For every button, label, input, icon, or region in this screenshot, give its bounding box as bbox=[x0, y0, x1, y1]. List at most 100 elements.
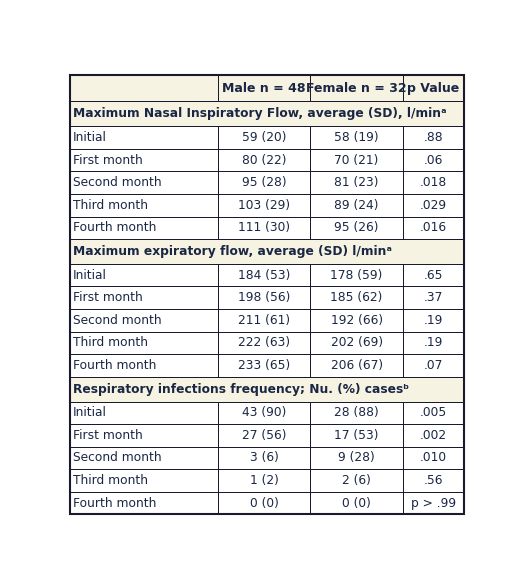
Bar bbox=[70, 75, 464, 102]
Bar bbox=[70, 194, 218, 217]
Text: 0 (0): 0 (0) bbox=[342, 496, 371, 510]
Bar bbox=[70, 102, 464, 126]
Text: 43 (90): 43 (90) bbox=[242, 406, 286, 419]
Bar bbox=[403, 171, 464, 194]
Text: 103 (29): 103 (29) bbox=[238, 199, 290, 212]
Bar bbox=[403, 149, 464, 171]
Bar bbox=[218, 492, 311, 515]
Text: 198 (56): 198 (56) bbox=[238, 291, 290, 304]
Bar bbox=[218, 171, 311, 194]
Text: 185 (62): 185 (62) bbox=[330, 291, 383, 304]
Bar bbox=[311, 149, 403, 171]
Bar bbox=[70, 447, 464, 469]
Bar bbox=[70, 264, 218, 287]
Bar bbox=[70, 239, 464, 264]
Text: 58 (19): 58 (19) bbox=[334, 131, 379, 144]
Bar bbox=[70, 377, 464, 402]
Bar bbox=[70, 264, 464, 287]
Text: 192 (66): 192 (66) bbox=[331, 314, 383, 327]
Bar bbox=[70, 239, 464, 264]
Bar bbox=[70, 149, 218, 171]
Bar bbox=[70, 332, 218, 354]
Text: 178 (59): 178 (59) bbox=[330, 269, 383, 281]
Text: First month: First month bbox=[73, 291, 143, 304]
Bar bbox=[311, 217, 403, 239]
Bar bbox=[403, 424, 464, 447]
Text: .19: .19 bbox=[424, 314, 443, 327]
Text: Respiratory infections frequency; Nu. (%) casesᵇ: Respiratory infections frequency; Nu. (%… bbox=[73, 383, 410, 395]
Text: 184 (53): 184 (53) bbox=[238, 269, 290, 281]
Text: Initial: Initial bbox=[73, 406, 107, 419]
Text: 233 (65): 233 (65) bbox=[238, 359, 290, 372]
Bar bbox=[311, 447, 403, 469]
Bar bbox=[311, 354, 403, 377]
Bar bbox=[311, 492, 403, 515]
Bar bbox=[311, 332, 403, 354]
Bar bbox=[70, 171, 464, 194]
Bar bbox=[70, 75, 218, 102]
Text: 59 (20): 59 (20) bbox=[242, 131, 287, 144]
Text: 222 (63): 222 (63) bbox=[238, 336, 290, 349]
Bar bbox=[403, 126, 464, 149]
Bar bbox=[70, 402, 464, 424]
Text: 95 (28): 95 (28) bbox=[242, 176, 287, 189]
Text: 80 (22): 80 (22) bbox=[242, 154, 287, 166]
Bar bbox=[70, 309, 218, 332]
Text: .06: .06 bbox=[424, 154, 443, 166]
Bar bbox=[70, 102, 464, 126]
Bar bbox=[311, 309, 403, 332]
Text: Second month: Second month bbox=[73, 451, 162, 464]
Bar bbox=[311, 402, 403, 424]
Text: 70 (21): 70 (21) bbox=[334, 154, 379, 166]
Text: Maximum Nasal Inspiratory Flow, average (SD), l/minᵃ: Maximum Nasal Inspiratory Flow, average … bbox=[73, 107, 446, 120]
Text: .010: .010 bbox=[420, 451, 447, 464]
Bar bbox=[403, 194, 464, 217]
Text: Male n = 48: Male n = 48 bbox=[222, 82, 306, 95]
Bar bbox=[218, 332, 311, 354]
Text: .016: .016 bbox=[420, 221, 447, 234]
Bar bbox=[70, 287, 464, 309]
Bar bbox=[403, 75, 464, 102]
Bar bbox=[403, 309, 464, 332]
Text: 1 (2): 1 (2) bbox=[250, 474, 279, 487]
Bar bbox=[70, 424, 464, 447]
Bar bbox=[70, 354, 464, 377]
Bar bbox=[70, 287, 218, 309]
Text: 89 (24): 89 (24) bbox=[334, 199, 379, 212]
Text: 0 (0): 0 (0) bbox=[250, 496, 279, 510]
Text: 17 (53): 17 (53) bbox=[334, 429, 379, 442]
Text: .56: .56 bbox=[424, 474, 443, 487]
Text: 111 (30): 111 (30) bbox=[238, 221, 290, 234]
Text: First month: First month bbox=[73, 154, 143, 166]
Text: 202 (69): 202 (69) bbox=[331, 336, 383, 349]
Text: Fourth month: Fourth month bbox=[73, 221, 157, 234]
Bar bbox=[403, 447, 464, 469]
Bar bbox=[70, 377, 464, 402]
Bar bbox=[70, 217, 464, 239]
Bar bbox=[403, 492, 464, 515]
Text: Second month: Second month bbox=[73, 314, 162, 327]
Bar bbox=[311, 424, 403, 447]
Bar bbox=[70, 217, 218, 239]
Text: 27 (56): 27 (56) bbox=[242, 429, 287, 442]
Text: 28 (88): 28 (88) bbox=[334, 406, 379, 419]
Text: .005: .005 bbox=[420, 406, 447, 419]
Bar bbox=[70, 469, 464, 492]
Bar bbox=[70, 402, 218, 424]
Text: .002: .002 bbox=[420, 429, 447, 442]
Bar bbox=[218, 287, 311, 309]
Text: Fourth month: Fourth month bbox=[73, 359, 157, 372]
Bar bbox=[70, 469, 218, 492]
Bar bbox=[403, 354, 464, 377]
Bar bbox=[218, 217, 311, 239]
Text: .88: .88 bbox=[424, 131, 443, 144]
Text: Third month: Third month bbox=[73, 199, 148, 212]
Bar bbox=[218, 309, 311, 332]
Bar bbox=[70, 126, 464, 149]
Text: Third month: Third month bbox=[73, 336, 148, 349]
Text: .07: .07 bbox=[424, 359, 443, 372]
Bar bbox=[403, 287, 464, 309]
Text: Second month: Second month bbox=[73, 176, 162, 189]
Text: .65: .65 bbox=[424, 269, 443, 281]
Bar bbox=[218, 424, 311, 447]
